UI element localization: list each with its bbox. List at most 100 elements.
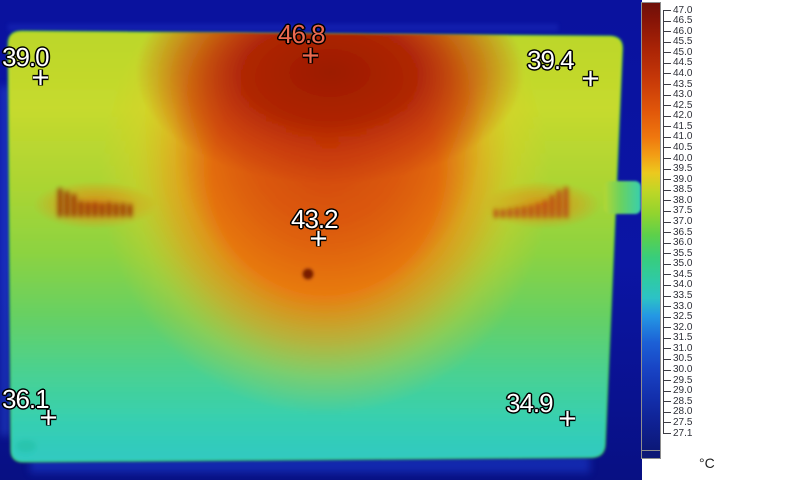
tick-mark	[663, 380, 671, 382]
vent-grille-right	[494, 187, 568, 218]
tick-label: 31.0	[673, 342, 693, 354]
thermal-image	[0, 0, 642, 480]
tick-mark	[663, 348, 671, 350]
tick-label: 34.5	[673, 268, 693, 280]
tick-mark	[663, 401, 671, 403]
tick-label: 35.5	[673, 247, 693, 259]
tick-label: 38.0	[673, 194, 693, 206]
tick-mark	[663, 284, 671, 286]
tick-mark	[663, 411, 671, 413]
tick-mark	[663, 327, 671, 329]
tick-mark	[663, 126, 671, 128]
tick-label: 41.5	[673, 120, 693, 132]
spot-cross-marker	[301, 46, 320, 65]
tick-mark	[663, 316, 671, 318]
tick-label: 35.0	[673, 258, 693, 270]
tick-label: 45.0	[673, 46, 693, 58]
tick-label: 34.0	[673, 279, 693, 291]
tick-mark	[663, 358, 671, 360]
tick-mark	[663, 422, 671, 424]
tick-label: 46.0	[673, 25, 693, 37]
tick-label: 38.5	[673, 184, 693, 196]
tick-mark	[663, 115, 671, 117]
spot-cross-marker	[309, 229, 328, 248]
tick-label: 44.0	[673, 67, 693, 79]
spot-temp-label: 36.1	[2, 384, 50, 414]
tick-label: 43.5	[673, 78, 693, 90]
tick-mark	[663, 189, 671, 191]
tick-label: 27.1	[673, 427, 693, 439]
tick-mark	[663, 295, 671, 297]
tick-label: 43.0	[673, 89, 693, 101]
tick-mark	[663, 263, 671, 265]
tick-mark	[663, 168, 671, 170]
spot-cross-marker	[581, 69, 600, 88]
tick-label: 28.5	[673, 395, 693, 407]
spot-cross-marker	[31, 68, 50, 87]
spot-cross-marker	[558, 409, 577, 428]
spot-temp-label: 46.8	[278, 19, 326, 49]
colorbar-endcap	[641, 450, 661, 459]
tick-mark	[663, 41, 671, 43]
tick-mark	[663, 242, 671, 244]
tick-mark	[663, 179, 671, 181]
tick-mark	[663, 20, 671, 22]
spot-temp-label: 39.4	[527, 45, 575, 75]
tick-label: 39.0	[673, 173, 693, 185]
tick-label: 41.0	[673, 131, 693, 143]
tick-label: 33.0	[673, 300, 693, 312]
tick-label: 45.5	[673, 36, 693, 48]
tick-mark	[663, 253, 671, 255]
tick-label: 39.5	[673, 163, 693, 175]
tick-mark	[663, 105, 671, 107]
tick-label: 37.0	[673, 216, 693, 227]
tick-mark	[663, 221, 671, 223]
laptop-body	[6, 29, 641, 464]
tick-mark	[663, 73, 671, 75]
tick-mark	[663, 62, 671, 64]
screw-hole-hot-spot	[302, 268, 314, 280]
tick-label: 32.5	[673, 311, 693, 323]
tick-label: 33.5	[673, 290, 693, 302]
unit-label: °C	[699, 455, 715, 471]
spot-cross-marker	[39, 408, 58, 427]
tick-label: 29.0	[673, 385, 693, 397]
tick-label: 40.0	[673, 152, 693, 164]
tick-mark	[663, 84, 671, 86]
tick-mark	[663, 31, 671, 33]
tick-mark	[663, 136, 671, 138]
tick-label: 42.0	[673, 110, 693, 122]
tick-label: 44.5	[673, 57, 693, 69]
tick-label: 32.0	[673, 321, 693, 333]
tick-mark	[663, 390, 671, 392]
tick-mark	[663, 210, 671, 212]
tick-mark	[663, 306, 671, 308]
spot-temp-label: 34.9	[506, 388, 554, 418]
tick-label: 36.0	[673, 237, 693, 249]
spot-temp-label: 43.2	[291, 204, 339, 234]
spot-temp-label: 39.0	[2, 42, 50, 72]
colorbar-gradient	[641, 2, 661, 451]
tick-mark	[663, 369, 671, 371]
tick-mark	[663, 158, 671, 160]
tick-mark	[663, 274, 671, 276]
tick-label: 31.5	[673, 332, 693, 344]
tick-mark	[663, 232, 671, 234]
tick-mark	[663, 337, 671, 339]
tick-label: 28.0	[673, 406, 693, 418]
tick-label: 47.0	[673, 4, 693, 16]
tick-label: 46.5	[673, 15, 693, 27]
tick-label: 36.5	[673, 226, 693, 238]
tick-mark	[663, 94, 671, 96]
tick-label: 29.5	[673, 374, 693, 386]
tick-label: 30.5	[673, 353, 693, 365]
tick-mark	[663, 10, 671, 11]
tick-mark	[663, 147, 671, 149]
tick-mark	[663, 433, 671, 434]
vent-grille-left	[58, 188, 132, 217]
tick-label: 42.5	[673, 99, 693, 111]
tick-label: 30.0	[673, 364, 693, 376]
tick-mark	[663, 52, 671, 54]
tick-label: 37.5	[673, 205, 693, 217]
